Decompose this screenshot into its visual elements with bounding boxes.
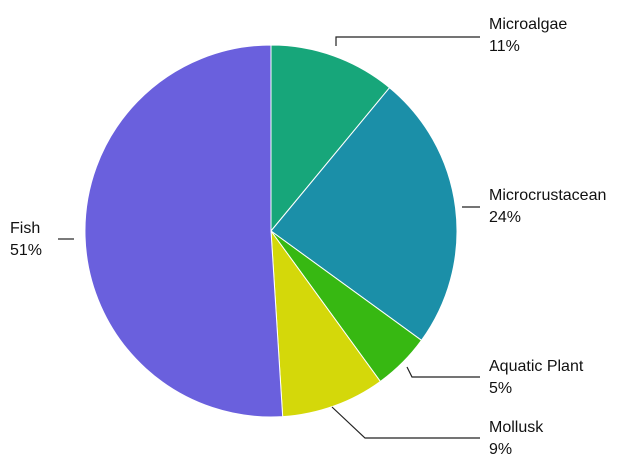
- label-mollusk-name: Mollusk: [489, 419, 544, 436]
- leader-line-mollusk: [331, 406, 480, 439]
- label-fish-name: Fish: [10, 220, 40, 237]
- label-microcrustacean-pct: 24%: [489, 209, 521, 226]
- pie-slice-mollusk: [270, 229, 382, 418]
- pie-slices: [84, 44, 458, 418]
- label-aquatic-plant-name: Aquatic Plant: [489, 358, 584, 375]
- label-mollusk-pct: 9%: [489, 441, 512, 458]
- label-fish-pct: 51%: [10, 242, 42, 259]
- label-aquatic-plant-pct: 5%: [489, 380, 512, 397]
- label-microcrustacean-name: Microcrustacean: [489, 187, 606, 204]
- leader-line-microalgae: [335, 36, 480, 46]
- pie-slice-microalgae: [270, 44, 391, 233]
- label-microalgae-name: Microalgae: [489, 16, 567, 33]
- label-microalgae-pct: 11%: [489, 38, 520, 55]
- pie-slice-microcrustacean: [270, 86, 458, 342]
- pie-slice-fish: [84, 44, 284, 418]
- leader-line-aquatic-plant: [406, 366, 480, 378]
